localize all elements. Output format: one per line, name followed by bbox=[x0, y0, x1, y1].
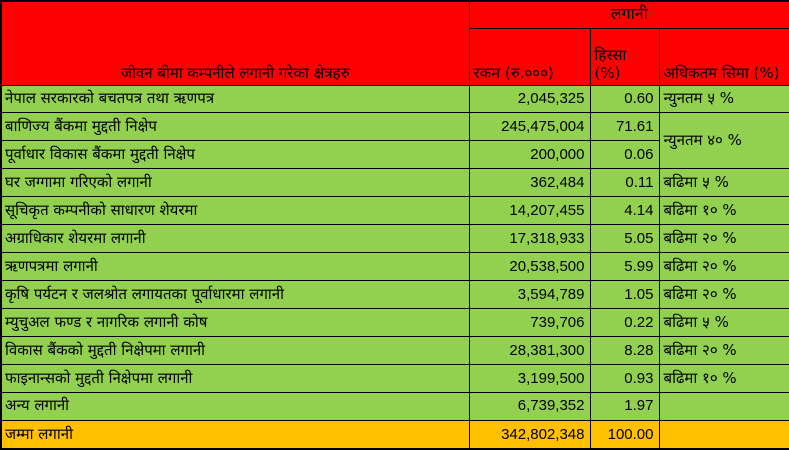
header-row-columns: रकम (रु.०००) हिस्सा (%) अधिकतम सिमा (%) bbox=[1, 27, 789, 86]
limit-cell: बढिमा २० % bbox=[658, 335, 789, 365]
share-column-header: हिस्सा (%) bbox=[589, 27, 660, 86]
header-row-group: जीवन बीमा कम्पनीले लगानी गरेका क्षेत्रहर… bbox=[0, 0, 789, 86]
amount-cell: 362,484 bbox=[468, 168, 591, 198]
amount-cell: 3,199,500 bbox=[468, 363, 591, 393]
share-cell: 4.14 bbox=[589, 196, 660, 226]
investment-group-header: लगानी bbox=[468, 0, 789, 29]
amount-cell: 17,318,933 bbox=[468, 224, 591, 254]
limit-cell: बढिमा २० % bbox=[658, 280, 789, 309]
sector-cell: ऋणपत्रमा लगानी bbox=[0, 252, 470, 282]
amount-cell: 6,739,352 bbox=[468, 391, 591, 421]
sector-cell: पूर्वाधार विकास बैंकमा मुद्दती निक्षेप bbox=[0, 140, 470, 170]
table-row: फाइनान्सको मुद्दती निक्षेपमा लगानी 3,199,… bbox=[0, 363, 789, 393]
amount-cell: 245,475,004 bbox=[468, 112, 591, 142]
amount-cell: 739,706 bbox=[468, 308, 591, 337]
share-cell: 8.28 bbox=[589, 335, 660, 365]
table-row: नेपाल सरकारको बचतपत्र तथा ऋणपत्र 2,045,32… bbox=[0, 84, 789, 114]
share-cell: 1.97 bbox=[589, 391, 660, 421]
limit-column-header: अधिकतम सिमा (%) bbox=[658, 27, 789, 86]
share-cell: 0.93 bbox=[589, 363, 660, 393]
amount-column-header: रकम (रु.०००) bbox=[468, 27, 591, 86]
limit-cell bbox=[658, 419, 789, 450]
table-row: ऋणपत्रमा लगानी 20,538,500 5.99 बढिमा २० % bbox=[0, 252, 789, 282]
limit-cell: बढिमा ५ % bbox=[658, 308, 789, 337]
table-row: म्युचुअल फण्ड र नागरिक लगानी कोष 739,706 0… bbox=[0, 308, 789, 337]
limit-cell bbox=[658, 391, 789, 421]
share-cell: 0.22 bbox=[589, 308, 660, 337]
sector-column-header: जीवन बीमा कम्पनीले लगानी गरेका क्षेत्रहर… bbox=[0, 0, 470, 86]
share-cell: 0.11 bbox=[589, 168, 660, 198]
share-cell: 1.05 bbox=[589, 280, 660, 309]
amount-cell: 20,538,500 bbox=[468, 252, 591, 282]
amount-cell: 3,594,789 bbox=[468, 280, 591, 309]
limit-cell: बढिमा २० % bbox=[658, 224, 789, 254]
limit-cell: न्युनतम ४० % bbox=[658, 112, 789, 170]
share-cell: 71.61 bbox=[589, 112, 660, 142]
total-row: जम्मा लगानी 342,802,348 100.00 bbox=[0, 419, 789, 450]
limit-cell: बढिमा २० % bbox=[658, 252, 789, 282]
limit-cell: न्युनतम ५ % bbox=[658, 84, 789, 114]
sector-cell: सूचिकृत कम्पनीको साधारण शेयरमा bbox=[0, 196, 470, 226]
table-row: सूचिकृत कम्पनीको साधारण शेयरमा 14,207,455… bbox=[0, 196, 789, 226]
table-row: पूर्वाधार विकास बैंकमा मुद्दती निक्षेप 20… bbox=[0, 140, 789, 170]
table-row: अग्राधिकार शेयरमा लगानी 17,318,933 5.05 बढि… bbox=[0, 224, 789, 254]
limit-cell: बढिमा १० % bbox=[658, 196, 789, 226]
amount-cell: 342,802,348 bbox=[468, 419, 591, 450]
table-row: अन्य लगानी 6,739,352 1.97 bbox=[0, 391, 789, 421]
amount-cell: 28,381,300 bbox=[468, 335, 591, 365]
sector-cell: म्युचुअल फण्ड र नागरिक लगानी कोष bbox=[0, 308, 470, 337]
share-cell: 0.60 bbox=[589, 84, 660, 114]
table-row: घर जग्गामा गरिएको लगानी 362,484 0.11 बढिमा … bbox=[0, 168, 789, 198]
amount-cell: 2,045,325 bbox=[468, 84, 591, 114]
sector-cell: अग्राधिकार शेयरमा लगानी bbox=[0, 224, 470, 254]
table-body: नेपाल सरकारको बचतपत्र तथा ऋणपत्र 2,045,32… bbox=[0, 84, 789, 450]
table-row: विकास बैंकको मुद्दती निक्षेपमा लगानी 28,3… bbox=[0, 335, 789, 365]
sector-cell: बाणिज्य बैंकमा मुद्दती निक्षेप bbox=[0, 112, 470, 142]
share-cell: 5.05 bbox=[589, 224, 660, 254]
amount-cell: 200,000 bbox=[468, 140, 591, 170]
amount-cell: 14,207,455 bbox=[468, 196, 591, 226]
sector-cell: नेपाल सरकारको बचतपत्र तथा ऋणपत्र bbox=[0, 84, 470, 114]
sector-cell: घर जग्गामा गरिएको लगानी bbox=[0, 168, 470, 198]
share-cell: 100.00 bbox=[589, 419, 660, 450]
share-cell: 0.06 bbox=[589, 140, 660, 170]
sector-cell: फाइनान्सको मुद्दती निक्षेपमा लगानी bbox=[0, 363, 470, 393]
limit-cell: बढिमा ५ % bbox=[658, 168, 789, 198]
share-cell: 5.99 bbox=[589, 252, 660, 282]
limit-cell: बढिमा १० % bbox=[658, 363, 789, 393]
sector-cell: विकास बैंकको मुद्दती निक्षेपमा लगानी bbox=[0, 335, 470, 365]
table-row: बाणिज्य बैंकमा मुद्दती निक्षेप 245,475,00… bbox=[0, 112, 789, 170]
sector-cell: अन्य लगानी bbox=[0, 391, 470, 421]
table-row: कृषि पर्यटन र जलश्रोत लगायतका पूर्वाधारम… bbox=[0, 280, 789, 309]
sector-cell: कृषि पर्यटन र जलश्रोत लगायतका पूर्वाधारम… bbox=[0, 280, 470, 309]
sector-cell: जम्मा लगानी bbox=[0, 419, 470, 450]
